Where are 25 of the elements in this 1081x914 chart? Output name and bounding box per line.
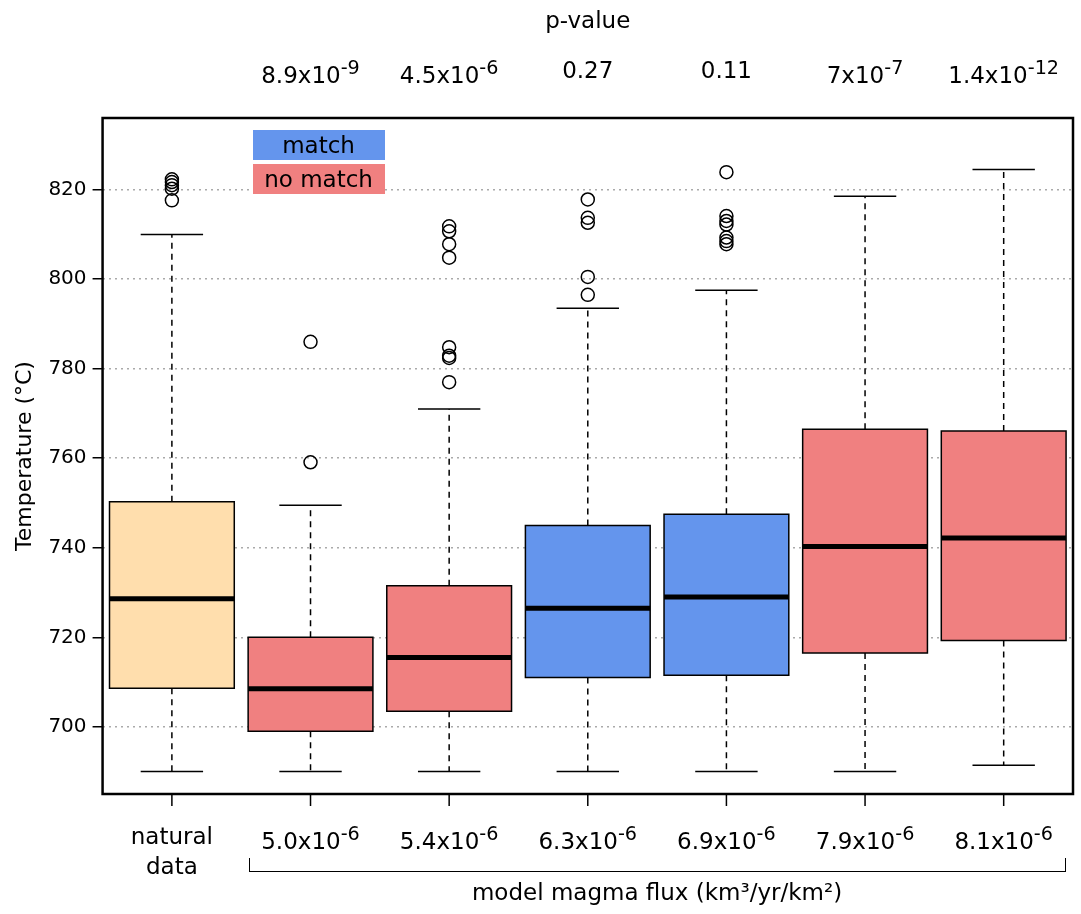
x2-axis-title: p-value <box>544 6 632 35</box>
x-tick-label: 5.4x10$^{-6}$ <box>398 822 500 856</box>
x-tick-label: 6.9x10$^{-6}$ <box>676 822 777 856</box>
text: 4.5x10$^{-6}$ <box>398 56 500 90</box>
text: no match <box>252 164 385 194</box>
y-tick-label: 780 <box>48 354 87 379</box>
text: 7x10$^{-7}$ <box>825 56 905 90</box>
x-axis-title: model magma flux (km³/yr/km²) <box>470 878 844 907</box>
x-tick-label: 6.3x10$^{-6}$ <box>537 822 639 856</box>
y-tick-label: 720 <box>48 623 87 648</box>
x-tick-label: 5.0x10$^{-6}$ <box>260 822 361 856</box>
x-tick-label: 8.1x10$^{-6}$ <box>953 822 1054 856</box>
y-tick-label: 760 <box>48 444 87 469</box>
x-tick-label: 7.9x10$^{-6}$ <box>814 822 916 856</box>
text: 0.27 <box>561 56 615 85</box>
text: 1.4x10$^{-12}$ <box>947 56 1061 90</box>
y-tick-label: 740 <box>48 533 87 558</box>
text: match <box>252 130 385 160</box>
y-tick-label: 820 <box>48 175 87 200</box>
y-tick-label: 800 <box>48 265 87 290</box>
y-axis-title: Temperature (°C) <box>10 361 36 552</box>
x-tick-label: natural data <box>129 822 214 881</box>
text: 0.11 <box>699 56 753 85</box>
y-tick-label: 700 <box>48 713 87 738</box>
text: 8.9x10$^{-9}$ <box>260 56 361 90</box>
